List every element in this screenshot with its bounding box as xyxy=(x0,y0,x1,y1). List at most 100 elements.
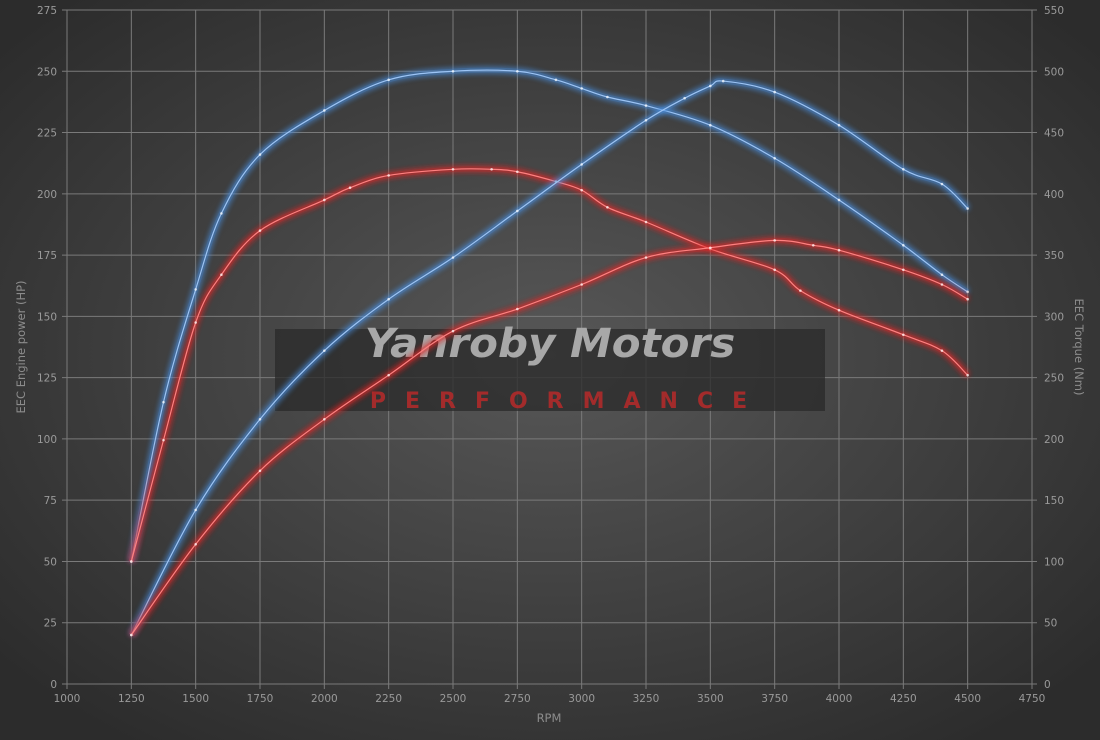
data-point xyxy=(902,168,905,171)
x-tick-label: 2750 xyxy=(504,693,531,705)
y-right-tick-label: 300 xyxy=(1044,311,1064,323)
data-point xyxy=(516,307,519,311)
data-point xyxy=(194,321,197,324)
data-point xyxy=(966,373,969,377)
x-tick-label: 4500 xyxy=(954,693,981,705)
y-right-tick-label: 0 xyxy=(1044,679,1051,691)
x-tick-label: 3000 xyxy=(568,693,595,705)
data-point xyxy=(451,256,455,259)
y-left-tick-label: 75 xyxy=(44,495,57,507)
x-tick-label: 4750 xyxy=(1019,693,1046,705)
data-point xyxy=(773,268,776,272)
data-point xyxy=(516,209,519,213)
y-left-tick-label: 100 xyxy=(37,434,57,446)
data-point xyxy=(966,207,969,210)
series-2 xyxy=(129,78,970,637)
data-point xyxy=(902,268,905,272)
data-point xyxy=(837,308,841,312)
y-right-tick-label: 550 xyxy=(1044,5,1064,17)
data-point xyxy=(837,198,841,202)
data-point xyxy=(644,220,648,224)
y-axis-left-label: EEC Engine power (HP) xyxy=(14,280,28,413)
y-right-tick-label: 450 xyxy=(1044,128,1064,140)
watermark-logo: Yanroby Motors PERFORMANCE xyxy=(275,320,825,414)
data-point xyxy=(220,273,223,276)
x-tick-label: 3250 xyxy=(633,693,660,705)
data-point xyxy=(940,273,944,276)
y-axis-right-label: EEC Torque (Nm) xyxy=(1072,299,1086,396)
x-tick-label: 1000 xyxy=(54,693,81,705)
data-point xyxy=(451,329,455,333)
series-line xyxy=(130,80,969,636)
y-right-tick-label: 250 xyxy=(1044,373,1064,385)
data-point xyxy=(323,198,326,202)
data-point xyxy=(644,256,648,259)
x-tick-label: 1500 xyxy=(182,693,209,705)
x-tick-label: 4250 xyxy=(890,693,917,705)
x-axis-label: RPM xyxy=(537,711,562,725)
y-left-tick-label: 0 xyxy=(50,679,57,691)
data-point xyxy=(451,69,455,73)
data-point xyxy=(644,118,648,122)
data-point xyxy=(162,438,165,442)
series-1 xyxy=(128,166,970,563)
x-tick-label: 4000 xyxy=(826,693,853,705)
data-point xyxy=(554,78,558,82)
data-point xyxy=(258,229,262,232)
y-right-tick-label: 150 xyxy=(1044,495,1064,507)
data-point xyxy=(258,418,262,421)
data-point xyxy=(387,297,390,301)
data-point xyxy=(902,333,905,337)
data-point xyxy=(773,90,776,94)
y-right-tick-label: 100 xyxy=(1044,556,1064,568)
y-right-tick-label: 500 xyxy=(1044,66,1064,78)
x-tick-label: 1750 xyxy=(247,693,274,705)
series-layer xyxy=(128,67,970,637)
data-point xyxy=(606,95,609,99)
data-point xyxy=(516,170,519,174)
data-point xyxy=(490,168,493,171)
y-left-tick-label: 275 xyxy=(37,5,57,17)
x-tick-label: 3750 xyxy=(761,693,788,705)
data-point xyxy=(194,288,197,291)
data-point xyxy=(837,123,841,127)
data-point xyxy=(258,153,262,156)
data-point xyxy=(258,469,262,473)
data-point xyxy=(811,243,815,247)
y-left-tick-label: 125 xyxy=(37,373,57,385)
data-point xyxy=(902,243,905,247)
y-left-tick-label: 175 xyxy=(37,250,57,262)
data-point xyxy=(194,508,197,512)
data-point xyxy=(323,418,326,421)
data-point xyxy=(451,168,455,171)
data-point xyxy=(940,283,944,286)
data-point xyxy=(580,87,583,90)
series-line xyxy=(130,69,968,562)
data-point xyxy=(966,290,969,294)
svg-text:PERFORMANCE: PERFORMANCE xyxy=(370,389,766,414)
data-point xyxy=(837,248,841,252)
x-tick-label: 2500 xyxy=(440,693,467,705)
data-point xyxy=(606,205,609,209)
y-left-tick-label: 225 xyxy=(37,128,57,140)
data-point xyxy=(387,174,390,177)
data-point xyxy=(966,297,969,301)
series-3 xyxy=(129,237,969,637)
data-point xyxy=(130,633,133,637)
data-point xyxy=(387,78,390,82)
y-left-tick-label: 150 xyxy=(37,311,57,323)
series-0 xyxy=(128,67,970,563)
data-point xyxy=(162,400,165,404)
data-point xyxy=(773,156,776,160)
data-point xyxy=(130,560,133,563)
data-point xyxy=(323,109,326,112)
svg-text:Yanroby Motors: Yanroby Motors xyxy=(365,320,735,367)
y-right-tick-label: 350 xyxy=(1044,250,1064,262)
data-point xyxy=(516,69,519,73)
data-point xyxy=(940,349,944,352)
data-point xyxy=(709,246,712,250)
x-tick-label: 2000 xyxy=(311,693,338,705)
data-point xyxy=(709,123,712,127)
x-tick-label: 3500 xyxy=(697,693,724,705)
series-line xyxy=(130,239,968,636)
